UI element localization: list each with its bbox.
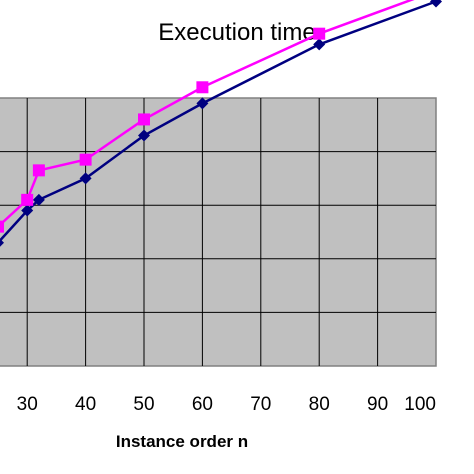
data-point: [21, 193, 34, 206]
series-2: [0, 0, 415, 233]
series-1: [0, 0, 442, 247]
series-layer: [0, 0, 442, 247]
data-point: [313, 38, 326, 51]
chart-title: Execution time: [158, 19, 315, 46]
x-tick-label: 30: [17, 394, 38, 415]
data-point: [21, 204, 34, 217]
data-point: [0, 238, 4, 247]
x-tick-labels: 30 40 50 60 70 80 90 100: [17, 394, 436, 415]
data-point: [0, 220, 4, 233]
data-point: [196, 97, 209, 110]
x-tick-label: 60: [192, 394, 213, 415]
data-point: [79, 153, 92, 166]
x-tick-label: 90: [367, 394, 388, 415]
x-tick-label: 100: [404, 394, 436, 415]
data-point: [32, 193, 45, 206]
x-tick-label: 70: [250, 394, 271, 415]
grid-lines: [0, 98, 436, 366]
data-point: [79, 172, 92, 185]
data-point: [430, 0, 442, 8]
data-point: [196, 81, 209, 94]
data-point: [313, 27, 326, 40]
data-point: [32, 164, 45, 177]
data-point: [138, 129, 150, 142]
x-tick-label: 50: [133, 394, 154, 415]
x-axis-label: Instance order n: [116, 432, 248, 451]
x-tick-label: 80: [309, 394, 330, 415]
x-tick-label: 40: [75, 394, 96, 415]
data-point: [138, 113, 150, 126]
plot-area: [0, 97, 437, 367]
